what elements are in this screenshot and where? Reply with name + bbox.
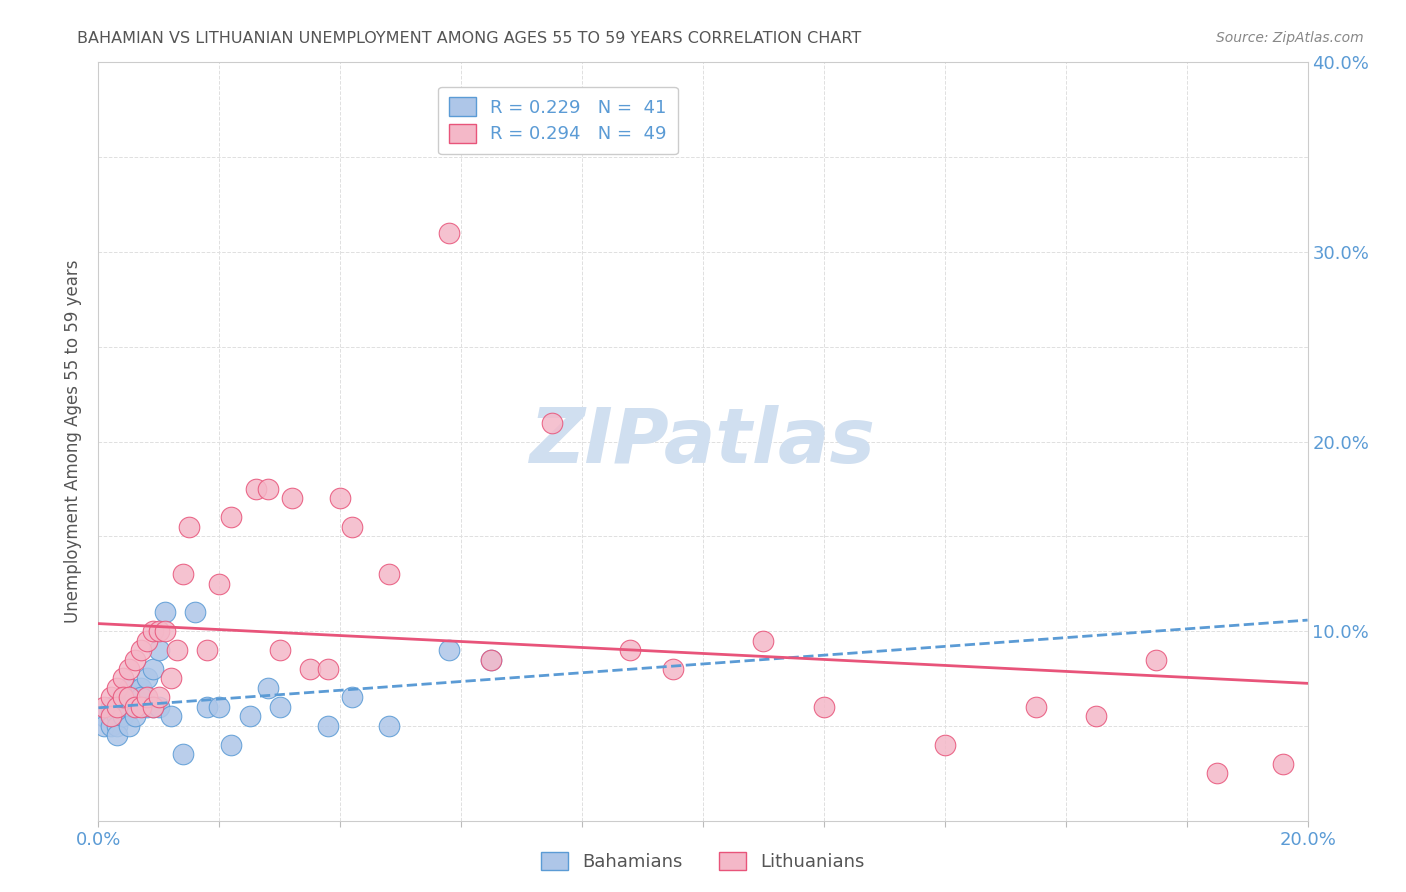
Point <box>377 567 399 582</box>
Point <box>752 633 775 648</box>
Point <box>111 709 134 723</box>
Point <box>105 719 128 733</box>
Point <box>142 699 165 714</box>
Point <box>153 605 176 619</box>
Point <box>437 226 460 240</box>
Point <box>813 699 835 714</box>
Point <box>316 719 339 733</box>
Point <box>148 690 170 705</box>
Point <box>118 681 141 695</box>
Point <box>172 747 194 762</box>
Point <box>269 699 291 714</box>
Point <box>1085 709 1108 723</box>
Point <box>135 699 157 714</box>
Point <box>105 681 128 695</box>
Point <box>124 699 146 714</box>
Point <box>195 699 218 714</box>
Point <box>135 633 157 648</box>
Point <box>105 709 128 723</box>
Point <box>245 482 267 496</box>
Point <box>124 652 146 666</box>
Point <box>129 690 152 705</box>
Point <box>160 709 183 723</box>
Point <box>299 662 322 676</box>
Point <box>105 728 128 742</box>
Point <box>329 491 352 506</box>
Point <box>281 491 304 506</box>
Point <box>934 738 956 752</box>
Point <box>239 709 262 723</box>
Point <box>142 662 165 676</box>
Point <box>256 482 278 496</box>
Point <box>1272 756 1295 771</box>
Point <box>93 709 115 723</box>
Point <box>142 624 165 639</box>
Point <box>661 662 683 676</box>
Point <box>118 719 141 733</box>
Point <box>184 605 207 619</box>
Point <box>172 567 194 582</box>
Point <box>100 709 122 723</box>
Point <box>129 681 152 695</box>
Point <box>437 643 460 657</box>
Point <box>124 690 146 705</box>
Point <box>118 699 141 714</box>
Point <box>540 416 562 430</box>
Point <box>118 662 141 676</box>
Point <box>93 719 115 733</box>
Point <box>129 699 152 714</box>
Point <box>481 652 503 666</box>
Point <box>221 510 243 524</box>
Point <box>256 681 278 695</box>
Point <box>124 709 146 723</box>
Point <box>93 699 115 714</box>
Point <box>208 576 231 591</box>
Point <box>148 643 170 657</box>
Point <box>160 672 183 686</box>
Point <box>124 699 146 714</box>
Point <box>179 520 201 534</box>
Point <box>100 699 122 714</box>
Point <box>111 690 134 705</box>
Point <box>153 624 176 639</box>
Point <box>148 699 170 714</box>
Point <box>100 709 122 723</box>
Y-axis label: Unemployment Among Ages 55 to 59 years: Unemployment Among Ages 55 to 59 years <box>65 260 83 624</box>
Point <box>377 719 399 733</box>
Point <box>1206 766 1229 780</box>
Point <box>166 643 188 657</box>
Point <box>111 672 134 686</box>
Legend: Bahamians, Lithuanians: Bahamians, Lithuanians <box>534 845 872 879</box>
Point <box>1144 652 1167 666</box>
Point <box>111 699 134 714</box>
Point <box>100 690 122 705</box>
Point <box>135 672 157 686</box>
Point <box>481 652 503 666</box>
Text: Source: ZipAtlas.com: Source: ZipAtlas.com <box>1216 31 1364 45</box>
Text: ZIPatlas: ZIPatlas <box>530 405 876 478</box>
Point <box>142 699 165 714</box>
Point <box>1024 699 1046 714</box>
Point <box>342 520 364 534</box>
Point <box>135 690 157 705</box>
Point <box>111 690 134 705</box>
Point <box>148 624 170 639</box>
Point <box>269 643 291 657</box>
Point <box>105 699 128 714</box>
Point <box>619 643 641 657</box>
Point <box>208 699 231 714</box>
Legend: R = 0.229   N =  41, R = 0.294   N =  49: R = 0.229 N = 41, R = 0.294 N = 49 <box>439 87 678 154</box>
Point <box>221 738 243 752</box>
Point <box>100 719 122 733</box>
Point <box>129 643 152 657</box>
Text: BAHAMIAN VS LITHUANIAN UNEMPLOYMENT AMONG AGES 55 TO 59 YEARS CORRELATION CHART: BAHAMIAN VS LITHUANIAN UNEMPLOYMENT AMON… <box>77 31 862 46</box>
Point <box>105 699 128 714</box>
Point <box>316 662 339 676</box>
Point <box>195 643 218 657</box>
Point <box>118 690 141 705</box>
Point <box>342 690 364 705</box>
